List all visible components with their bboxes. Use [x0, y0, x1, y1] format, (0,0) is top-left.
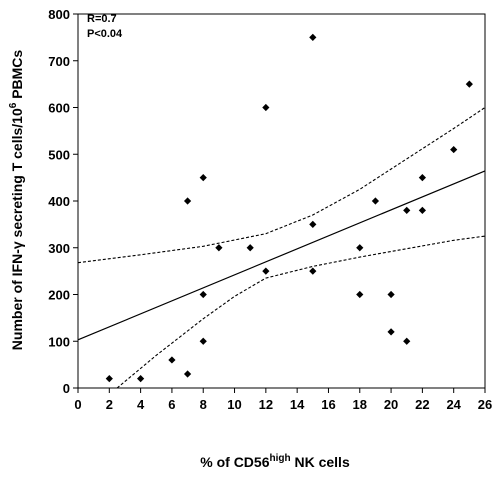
stats-p-annotation: P<0.04 — [87, 28, 123, 40]
plot-frame — [77, 13, 486, 389]
confidence-band-upper — [77, 107, 486, 264]
x-tick-label: 2 — [106, 397, 113, 412]
data-point — [168, 356, 176, 364]
data-point — [199, 337, 207, 345]
y-tick-label: 600 — [48, 101, 70, 116]
data-point — [309, 33, 317, 41]
data-point — [309, 220, 317, 228]
data-point — [262, 103, 270, 112]
x-tick-label: 4 — [137, 397, 145, 412]
data-point — [199, 174, 207, 182]
x-tick-label: 24 — [446, 397, 461, 412]
data-point — [215, 244, 223, 252]
data-point — [387, 328, 395, 336]
data-point — [403, 337, 411, 345]
x-tick-label: 14 — [290, 397, 305, 412]
y-tick-label: 200 — [48, 288, 70, 303]
data-point — [183, 197, 192, 205]
x-tick-label: 12 — [259, 397, 273, 412]
x-tick-label: 6 — [168, 397, 175, 412]
data-point — [371, 197, 380, 205]
stats-r-annotation: R=0.7 — [87, 13, 117, 25]
data-point — [418, 206, 426, 214]
y-tick-label: 500 — [48, 147, 70, 162]
x-tick-label: 26 — [478, 397, 492, 412]
data-point — [465, 80, 473, 88]
data-point — [199, 290, 207, 299]
x-tick-label: 8 — [200, 397, 207, 412]
data-point — [418, 174, 426, 182]
y-tick-label: 800 — [48, 7, 70, 22]
x-tick-label: 20 — [384, 397, 398, 412]
data-point — [309, 267, 317, 275]
x-tick-label: 16 — [321, 397, 335, 412]
y-tick-label: 400 — [48, 194, 70, 209]
data-point — [356, 244, 364, 252]
data-point — [450, 145, 458, 154]
y-tick-label: 0 — [63, 381, 70, 396]
data-point — [137, 375, 145, 383]
data-point — [387, 290, 395, 299]
data-point — [356, 290, 364, 299]
y-axis-title: Number of IFN-γ secreting T cells/106 PB… — [8, 50, 25, 351]
data-point — [105, 375, 113, 383]
y-tick-label: 100 — [48, 334, 70, 349]
data-point — [403, 206, 411, 214]
x-axis-title: % of CD56high NK cells — [200, 453, 350, 470]
x-tick-label: 18 — [353, 397, 367, 412]
x-tick-label: 22 — [415, 397, 429, 412]
data-point — [246, 244, 254, 252]
x-tick-label: 10 — [227, 397, 241, 412]
x-tick-label: 0 — [74, 397, 81, 412]
y-tick-label: 300 — [48, 241, 70, 256]
data-point — [183, 370, 192, 378]
regression-line — [77, 170, 486, 341]
y-tick-label: 700 — [48, 54, 70, 69]
data-point — [262, 267, 270, 275]
confidence-band-lower — [116, 235, 486, 389]
